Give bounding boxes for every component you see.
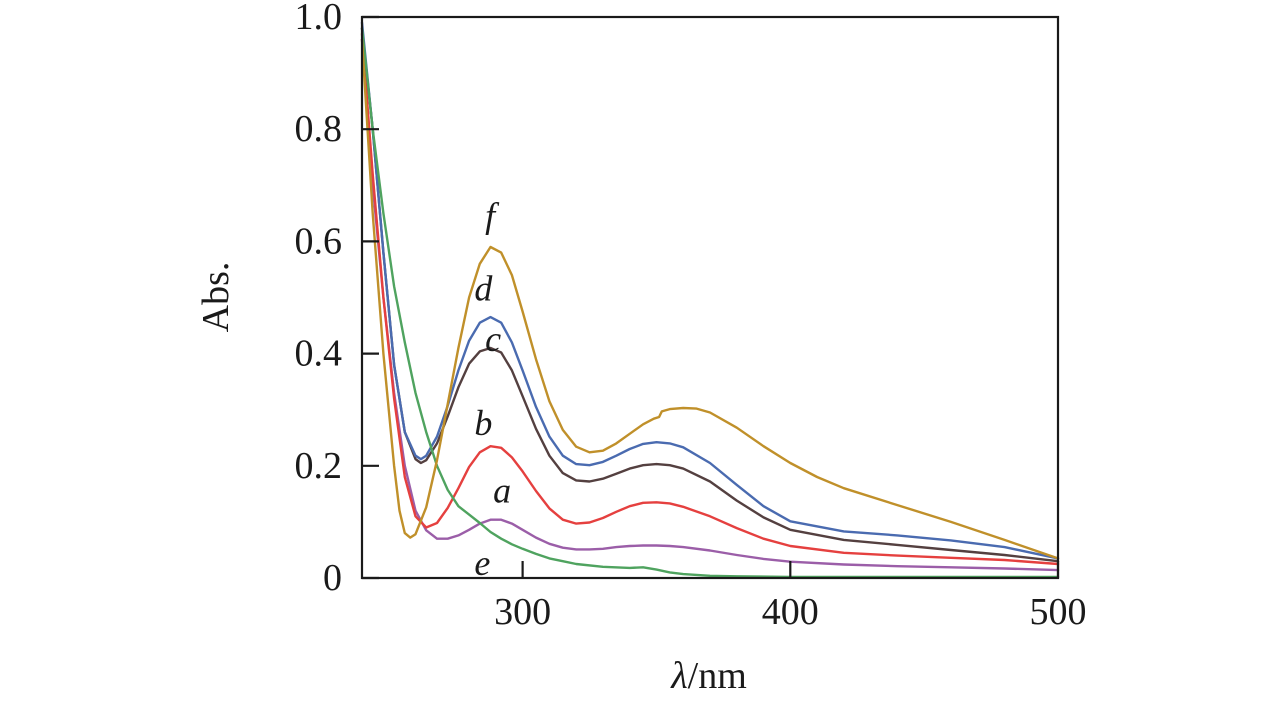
y-tick-label: 0.2: [295, 445, 343, 487]
series-label-e: e: [474, 543, 490, 583]
y-tick-label: 0.8: [295, 108, 343, 150]
x-tick-label: 300: [494, 591, 551, 633]
series-label-b: b: [474, 403, 492, 443]
series-group: [360, 21, 1060, 579]
x-axis-title: λ/nm: [670, 655, 747, 697]
series-label-f: f: [485, 195, 500, 235]
series-line-f: [360, 38, 1060, 560]
x-tick-label: 500: [1030, 591, 1087, 633]
series-label-a: a: [493, 470, 511, 510]
series-line-c: [360, 27, 1060, 563]
x-axis-title-unit: /nm: [688, 655, 747, 697]
series-labels: ab cd e f: [474, 195, 511, 583]
series-line-a: [360, 38, 1060, 572]
y-tick-label: 0.6: [295, 220, 343, 262]
axis-ticks: [362, 15, 1060, 580]
series-line-b: [360, 32, 1060, 566]
series-label-d: d: [474, 268, 493, 308]
x-tick-label: 400: [762, 591, 819, 633]
x-axis-title-symbol: λ: [670, 655, 687, 697]
axis-tick-labels: 0 0.2 0.4 0.6 0.8 1.0 300 400 500: [295, 0, 1087, 633]
series-line-d: [360, 21, 1060, 560]
plot-frame: [360, 15, 1060, 580]
series-line-e: [360, 27, 1060, 579]
y-tick-label: 1.0: [295, 0, 343, 38]
y-tick-label: 0.4: [295, 333, 343, 375]
series-label-c: c: [485, 319, 501, 359]
y-tick-label: 0: [323, 557, 342, 599]
y-axis-title: Abs.: [195, 262, 237, 333]
